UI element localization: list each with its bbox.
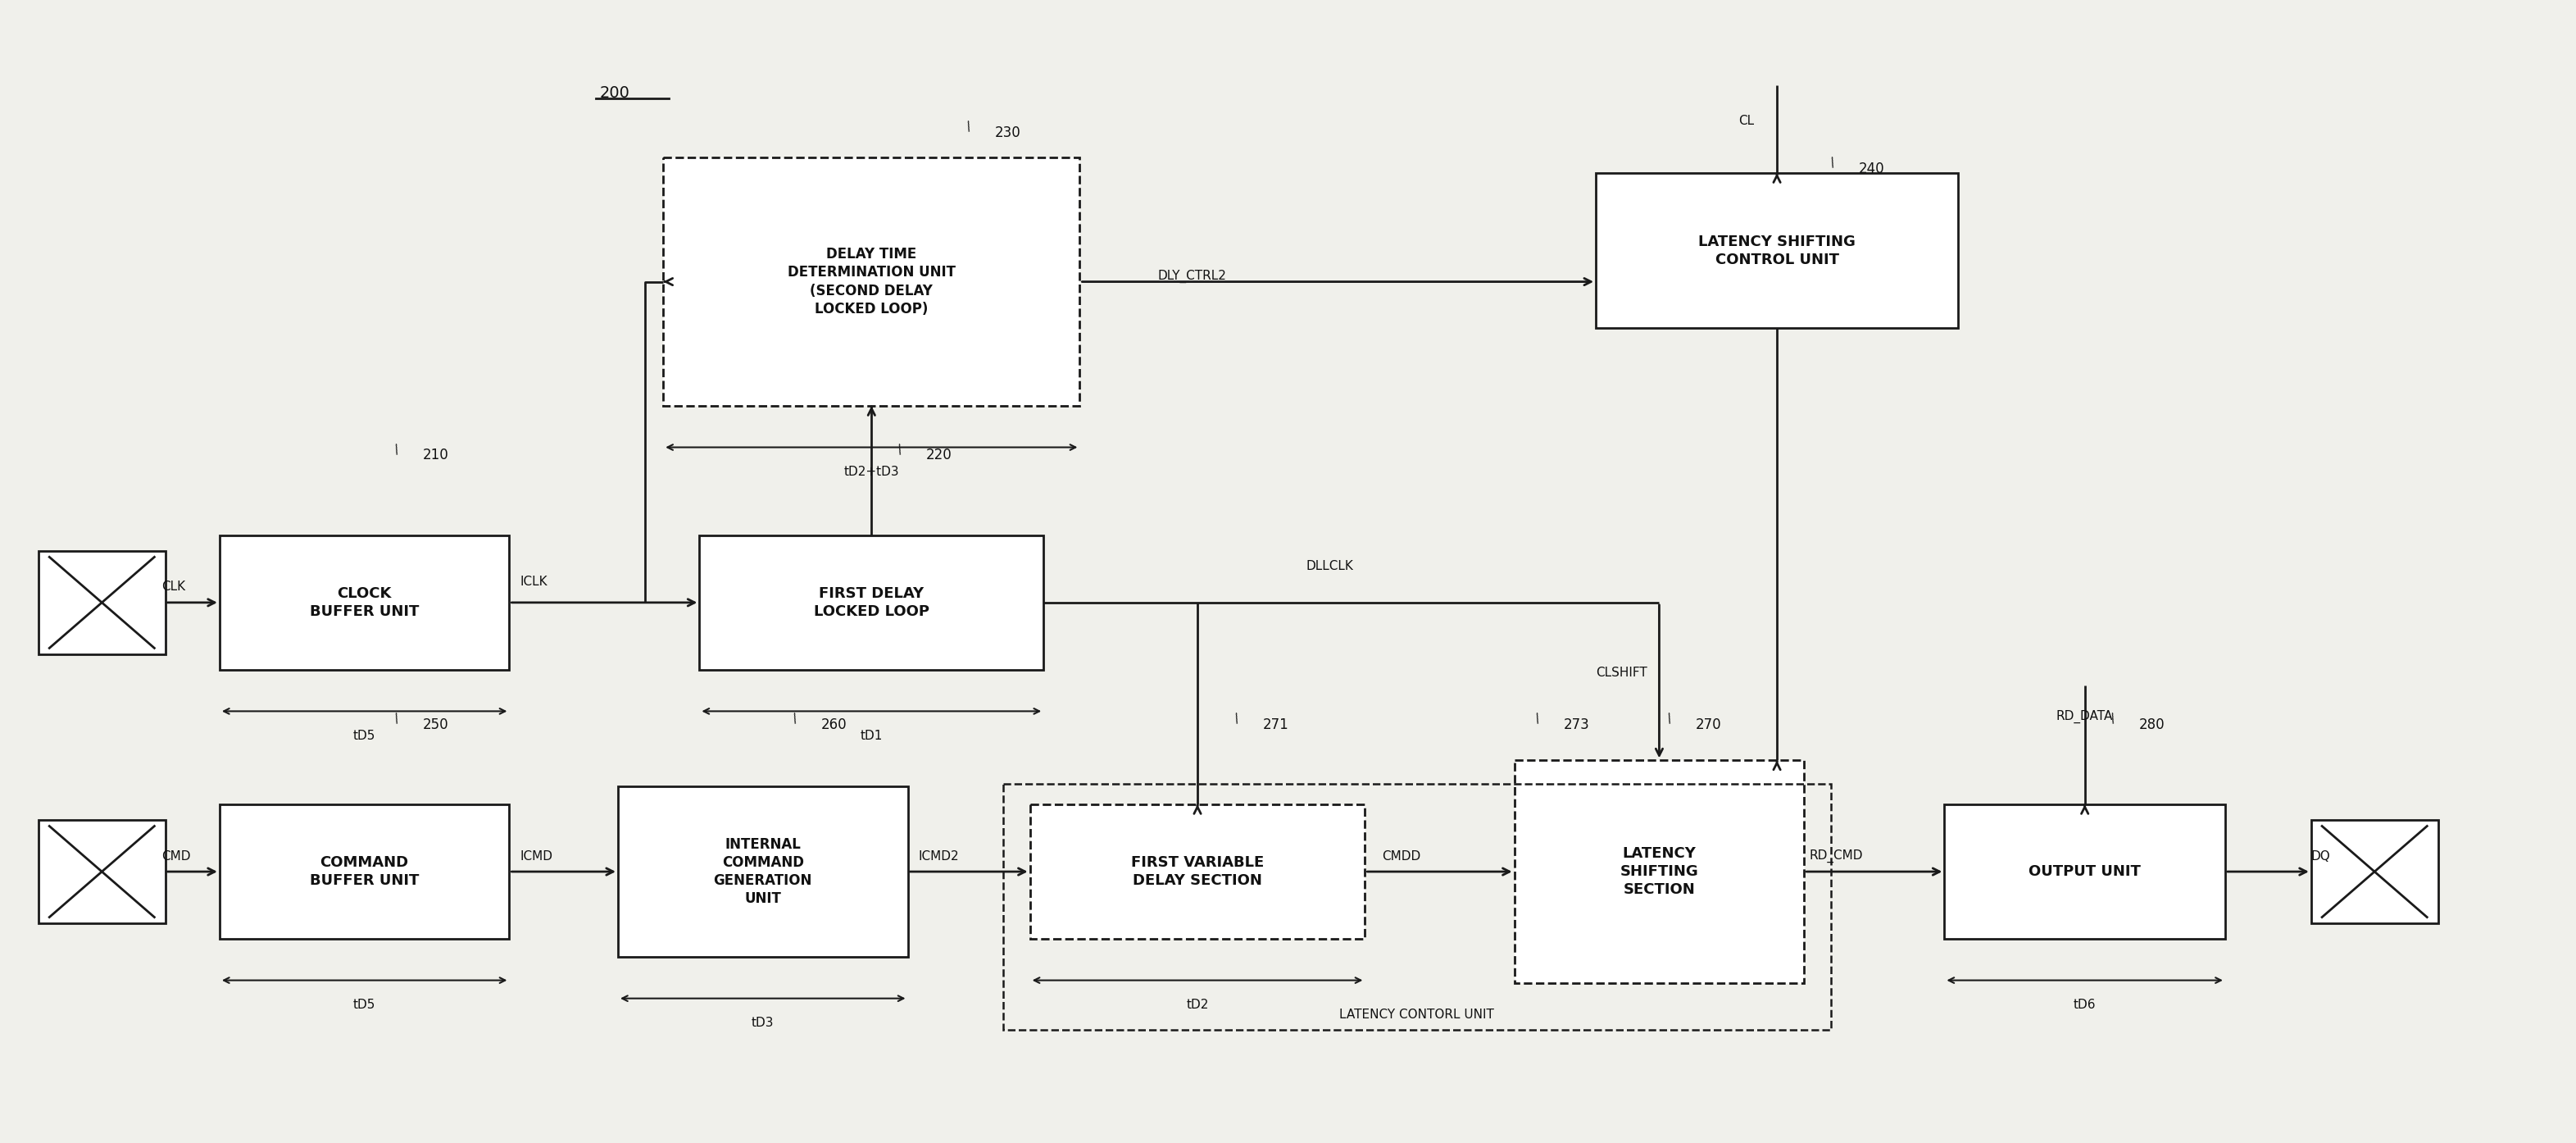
Text: LATENCY SHIFTING
CONTROL UNIT: LATENCY SHIFTING CONTROL UNIT — [1698, 234, 1855, 267]
Text: CLSHIFT: CLSHIFT — [1597, 666, 1646, 679]
Text: 280: 280 — [2138, 717, 2164, 732]
Bar — [618, 786, 907, 957]
Text: INTERNAL
COMMAND
GENERATION
UNIT: INTERNAL COMMAND GENERATION UNIT — [714, 837, 811, 906]
Text: tD2+tD3: tD2+tD3 — [845, 466, 899, 478]
Text: 210: 210 — [422, 448, 448, 463]
Text: tD3: tD3 — [752, 1017, 775, 1030]
Bar — [1597, 173, 1958, 328]
Text: ICLK: ICLK — [520, 576, 549, 588]
Text: RD_CMD: RD_CMD — [1808, 849, 1862, 863]
Text: /: / — [394, 443, 402, 456]
Text: 250: 250 — [422, 717, 448, 732]
Text: CLOCK
BUFFER UNIT: CLOCK BUFFER UNIT — [309, 586, 420, 620]
Text: /: / — [1533, 713, 1543, 726]
Text: CMD: CMD — [162, 850, 191, 862]
Text: DQ: DQ — [2311, 850, 2331, 862]
Text: tD5: tD5 — [353, 999, 376, 1012]
Text: /: / — [966, 121, 974, 134]
Text: 200: 200 — [600, 85, 631, 101]
Bar — [1002, 784, 1832, 1030]
Text: FIRST DELAY
LOCKED LOOP: FIRST DELAY LOCKED LOOP — [814, 586, 930, 620]
Bar — [1030, 805, 1365, 938]
Text: FIRST VARIABLE
DELAY SECTION: FIRST VARIABLE DELAY SECTION — [1131, 855, 1265, 888]
Text: /: / — [791, 713, 799, 726]
Text: LATENCY CONTORL UNIT: LATENCY CONTORL UNIT — [1340, 1009, 1494, 1021]
Text: /: / — [1234, 713, 1242, 726]
Text: 230: 230 — [994, 126, 1020, 139]
Bar — [701, 535, 1043, 670]
Text: /: / — [394, 713, 402, 726]
Text: tD6: tD6 — [2074, 999, 2097, 1012]
Text: RD_DATA: RD_DATA — [2056, 710, 2112, 724]
Text: 240: 240 — [1857, 161, 1886, 176]
Text: DLLCLK: DLLCLK — [1306, 560, 1352, 573]
Text: CMDD: CMDD — [1383, 850, 1422, 862]
Text: LATENCY
SHIFTING
SECTION: LATENCY SHIFTING SECTION — [1620, 846, 1698, 897]
Text: 273: 273 — [1564, 717, 1589, 732]
Text: /: / — [1667, 713, 1674, 726]
Text: 220: 220 — [925, 448, 953, 463]
Bar — [2311, 820, 2437, 924]
Text: ICMD: ICMD — [520, 850, 554, 862]
Text: COMMAND
BUFFER UNIT: COMMAND BUFFER UNIT — [309, 855, 420, 888]
Text: OUTPUT UNIT: OUTPUT UNIT — [2030, 864, 2141, 879]
Text: tD2: tD2 — [1185, 999, 1208, 1012]
Text: DELAY TIME
DETERMINATION UNIT
(SECOND DELAY
LOCKED LOOP): DELAY TIME DETERMINATION UNIT (SECOND DE… — [788, 247, 956, 317]
Bar — [1515, 760, 1803, 983]
Bar — [662, 158, 1079, 406]
Text: DLY_CTRL2: DLY_CTRL2 — [1157, 270, 1226, 283]
Text: ICMD2: ICMD2 — [920, 850, 958, 862]
Text: 270: 270 — [1695, 717, 1721, 732]
Text: CL: CL — [1739, 115, 1754, 128]
Text: 260: 260 — [822, 717, 848, 732]
Text: /: / — [896, 443, 904, 456]
Text: tD1: tD1 — [860, 730, 884, 742]
Text: /: / — [2110, 713, 2117, 726]
Text: CLK: CLK — [162, 581, 185, 593]
Text: tD5: tD5 — [353, 730, 376, 742]
Bar — [1945, 805, 2226, 938]
Bar — [219, 535, 510, 670]
Text: /: / — [1829, 157, 1837, 170]
Bar — [219, 805, 510, 938]
Bar — [39, 551, 165, 654]
Bar — [39, 820, 165, 924]
Text: 271: 271 — [1262, 717, 1288, 732]
